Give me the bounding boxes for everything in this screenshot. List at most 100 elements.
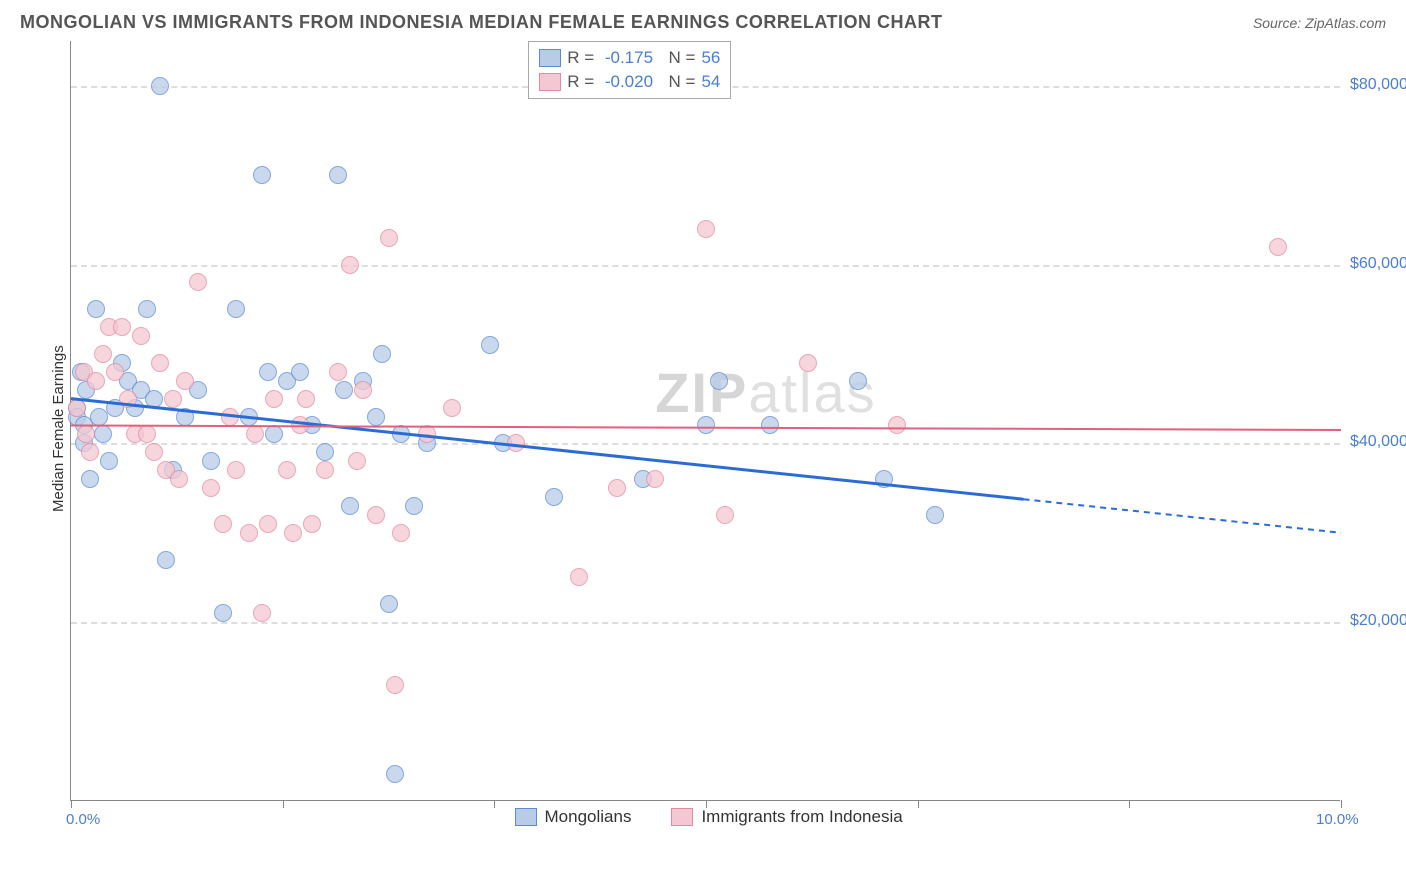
x-tick-mark bbox=[918, 800, 919, 808]
legend-row: R = -0.175 N = 56 bbox=[539, 46, 720, 70]
scatter-point bbox=[189, 273, 207, 291]
scatter-point bbox=[570, 568, 588, 586]
legend-swatch bbox=[515, 808, 537, 826]
scatter-point bbox=[341, 256, 359, 274]
scatter-point bbox=[545, 488, 563, 506]
scatter-point bbox=[253, 166, 271, 184]
scatter-point bbox=[94, 425, 112, 443]
scatter-point bbox=[291, 363, 309, 381]
gridline bbox=[71, 622, 1340, 624]
scatter-point bbox=[87, 300, 105, 318]
legend-item: Immigrants from Indonesia bbox=[671, 807, 902, 827]
scatter-point bbox=[507, 434, 525, 452]
scatter-point bbox=[221, 408, 239, 426]
scatter-point bbox=[265, 390, 283, 408]
scatter-point bbox=[246, 425, 264, 443]
legend-n-label: N = bbox=[659, 48, 695, 68]
scatter-point bbox=[367, 506, 385, 524]
scatter-point bbox=[316, 461, 334, 479]
source-label: Source: ZipAtlas.com bbox=[1253, 15, 1386, 31]
scatter-point bbox=[87, 372, 105, 390]
x-tick-mark bbox=[71, 800, 72, 808]
scatter-point bbox=[926, 506, 944, 524]
legend-row: R = -0.020 N = 54 bbox=[539, 70, 720, 94]
legend-r-value: -0.175 bbox=[600, 48, 653, 68]
chart-container: $20,000$40,000$60,000$80,0000.0%10.0%ZIP… bbox=[20, 41, 1386, 861]
scatter-point bbox=[151, 77, 169, 95]
legend-swatch bbox=[671, 808, 693, 826]
y-tick-label: $80,000 bbox=[1350, 76, 1406, 94]
scatter-point bbox=[68, 399, 86, 417]
scatter-point bbox=[176, 372, 194, 390]
title-bar: MONGOLIAN VS IMMIGRANTS FROM INDONESIA M… bbox=[0, 0, 1406, 41]
scatter-point bbox=[90, 408, 108, 426]
x-tick-label: 0.0% bbox=[66, 811, 100, 828]
x-tick-mark bbox=[1129, 800, 1130, 808]
legend-r-value: -0.020 bbox=[600, 72, 653, 92]
gridline bbox=[71, 265, 1340, 267]
scatter-point bbox=[81, 470, 99, 488]
scatter-point bbox=[164, 390, 182, 408]
scatter-point bbox=[77, 425, 95, 443]
scatter-point bbox=[380, 595, 398, 613]
scatter-point bbox=[240, 408, 258, 426]
scatter-point bbox=[240, 524, 258, 542]
x-tick-label: 10.0% bbox=[1316, 811, 1359, 828]
scatter-point bbox=[94, 345, 112, 363]
scatter-point bbox=[354, 381, 372, 399]
scatter-point bbox=[227, 300, 245, 318]
scatter-point bbox=[481, 336, 499, 354]
scatter-point bbox=[138, 425, 156, 443]
scatter-point bbox=[405, 497, 423, 515]
scatter-point bbox=[1269, 238, 1287, 256]
scatter-point bbox=[151, 354, 169, 372]
scatter-point bbox=[145, 443, 163, 461]
scatter-point bbox=[697, 220, 715, 238]
legend-n-label: N = bbox=[659, 72, 695, 92]
scatter-point bbox=[849, 372, 867, 390]
scatter-point bbox=[380, 229, 398, 247]
scatter-point bbox=[608, 479, 626, 497]
legend-item: Mongolians bbox=[515, 807, 632, 827]
scatter-point bbox=[386, 676, 404, 694]
scatter-point bbox=[335, 381, 353, 399]
scatter-point bbox=[100, 452, 118, 470]
scatter-point bbox=[303, 515, 321, 533]
scatter-point bbox=[392, 524, 410, 542]
x-tick-mark bbox=[494, 800, 495, 808]
scatter-point bbox=[386, 765, 404, 783]
scatter-point bbox=[367, 408, 385, 426]
legend-n-value: 56 bbox=[701, 48, 720, 68]
scatter-point bbox=[443, 399, 461, 417]
y-tick-label: $60,000 bbox=[1350, 255, 1406, 273]
gridline bbox=[71, 443, 1340, 445]
scatter-point bbox=[761, 416, 779, 434]
legend-n-value: 54 bbox=[701, 72, 720, 92]
legend-series-name: Mongolians bbox=[545, 807, 632, 827]
x-tick-mark bbox=[283, 800, 284, 808]
scatter-point bbox=[145, 390, 163, 408]
scatter-point bbox=[278, 461, 296, 479]
scatter-point bbox=[373, 345, 391, 363]
scatter-point bbox=[119, 390, 137, 408]
scatter-point bbox=[132, 327, 150, 345]
scatter-point bbox=[716, 506, 734, 524]
scatter-point bbox=[329, 363, 347, 381]
scatter-point bbox=[297, 390, 315, 408]
scatter-point bbox=[710, 372, 728, 390]
scatter-point bbox=[227, 461, 245, 479]
legend-r-label: R = bbox=[567, 48, 594, 68]
scatter-point bbox=[329, 166, 347, 184]
y-axis-title: Median Female Earnings bbox=[50, 345, 67, 512]
plot-area: $20,000$40,000$60,000$80,0000.0%10.0%ZIP… bbox=[70, 41, 1340, 801]
legend-correlation: R = -0.175 N = 56R = -0.020 N = 54 bbox=[528, 41, 731, 99]
legend-r-label: R = bbox=[567, 72, 594, 92]
scatter-point bbox=[348, 452, 366, 470]
scatter-point bbox=[202, 479, 220, 497]
scatter-point bbox=[341, 497, 359, 515]
legend-swatch bbox=[539, 73, 561, 91]
scatter-point bbox=[875, 470, 893, 488]
legend-series: Mongolians Immigrants from Indonesia bbox=[515, 807, 903, 827]
scatter-point bbox=[170, 470, 188, 488]
scatter-point bbox=[291, 416, 309, 434]
